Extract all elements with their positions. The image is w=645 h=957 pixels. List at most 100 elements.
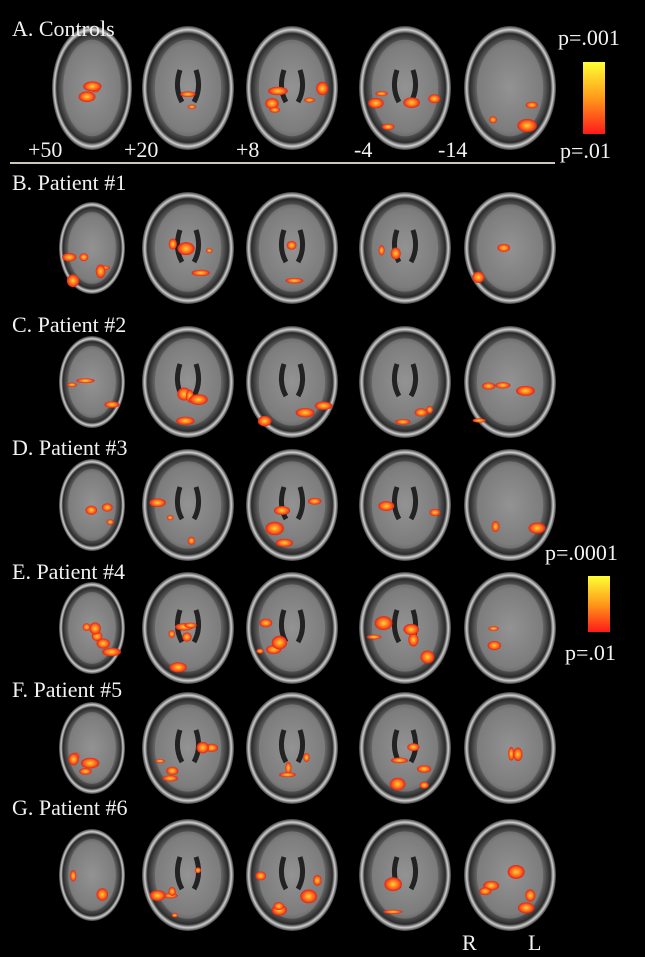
slice-label: +20 <box>124 137 158 162</box>
activation <box>381 123 395 131</box>
brain-interior <box>258 39 326 137</box>
activation <box>89 622 101 635</box>
row-label: C. Patient #2 <box>12 312 126 337</box>
activation <box>300 889 318 904</box>
activation <box>189 394 208 405</box>
activation <box>378 501 395 511</box>
activation <box>155 758 166 763</box>
activation <box>191 269 210 277</box>
ventricle <box>391 363 419 398</box>
activation <box>66 274 80 288</box>
row-label: E. Patient #4 <box>12 559 125 584</box>
activation <box>286 240 297 250</box>
activation <box>102 647 121 657</box>
activation <box>487 640 502 651</box>
activation <box>182 632 192 642</box>
activation <box>390 247 401 260</box>
activation <box>375 91 388 97</box>
slice-label: +50 <box>28 137 62 162</box>
brain-interior <box>476 338 544 426</box>
activation <box>62 253 77 262</box>
activation <box>414 408 428 417</box>
brain-interior <box>68 469 116 541</box>
ventricle <box>391 486 419 521</box>
brain-interior <box>476 39 544 137</box>
orientation-label: R <box>462 930 477 955</box>
activation <box>517 902 535 914</box>
activation <box>68 753 79 766</box>
activation <box>168 630 176 638</box>
activation <box>76 378 95 384</box>
activation <box>525 889 536 902</box>
activation <box>307 497 322 505</box>
activation <box>420 650 435 664</box>
activation <box>479 887 492 896</box>
activation <box>426 405 433 414</box>
activation <box>194 867 202 874</box>
colorbar <box>588 576 610 632</box>
activation <box>516 385 535 396</box>
activation <box>79 768 92 775</box>
activation <box>513 747 523 761</box>
ventricle <box>278 69 306 104</box>
activation <box>106 519 114 525</box>
activation <box>176 416 195 425</box>
activation <box>162 775 179 782</box>
activation <box>96 888 109 901</box>
activation <box>177 242 195 256</box>
activation <box>187 104 197 110</box>
brain-interior <box>371 39 439 137</box>
activation <box>267 86 288 96</box>
activation <box>403 97 420 108</box>
brain-interior <box>154 461 222 549</box>
brain-interior <box>476 584 544 672</box>
colorbar-bottom-label: p=.01 <box>560 138 611 163</box>
activation <box>316 81 329 96</box>
ventricle <box>278 486 306 521</box>
activation <box>384 877 402 892</box>
activation <box>472 418 486 423</box>
activation <box>256 648 264 654</box>
activation <box>279 772 296 778</box>
activation <box>508 746 515 761</box>
activation <box>497 243 511 252</box>
activation <box>314 401 333 410</box>
ventricle <box>174 229 202 264</box>
activation <box>273 506 291 515</box>
activation <box>488 626 499 631</box>
activation <box>196 741 209 754</box>
activation <box>70 870 77 882</box>
brain-slices <box>52 26 556 931</box>
slice-label: +8 <box>236 137 259 162</box>
row-label: D. Patient #3 <box>12 435 128 460</box>
activation <box>366 634 382 640</box>
activation <box>491 520 500 533</box>
activation <box>429 508 441 517</box>
activation <box>187 536 196 545</box>
row-label: B. Patient #1 <box>12 170 126 195</box>
activation <box>285 761 292 774</box>
brain-interior <box>258 704 326 792</box>
activation <box>390 757 409 764</box>
ventricle <box>174 486 202 521</box>
activation <box>184 622 197 629</box>
activation <box>285 277 304 284</box>
activation <box>416 765 432 773</box>
activation <box>495 382 511 389</box>
activation <box>85 505 98 515</box>
brain-interior <box>371 461 439 549</box>
activation <box>313 874 322 886</box>
brain-interior <box>371 204 439 292</box>
activation <box>95 264 106 279</box>
row-label: A. Controls <box>12 16 115 41</box>
activation <box>257 415 272 427</box>
activation <box>378 245 385 256</box>
ventricle <box>278 229 306 264</box>
brain-interior <box>371 831 439 919</box>
colorbar-top-label: p=.001 <box>558 25 620 50</box>
activation <box>169 662 187 673</box>
colorbar <box>583 62 605 134</box>
activation <box>408 633 419 647</box>
activation <box>149 890 166 901</box>
